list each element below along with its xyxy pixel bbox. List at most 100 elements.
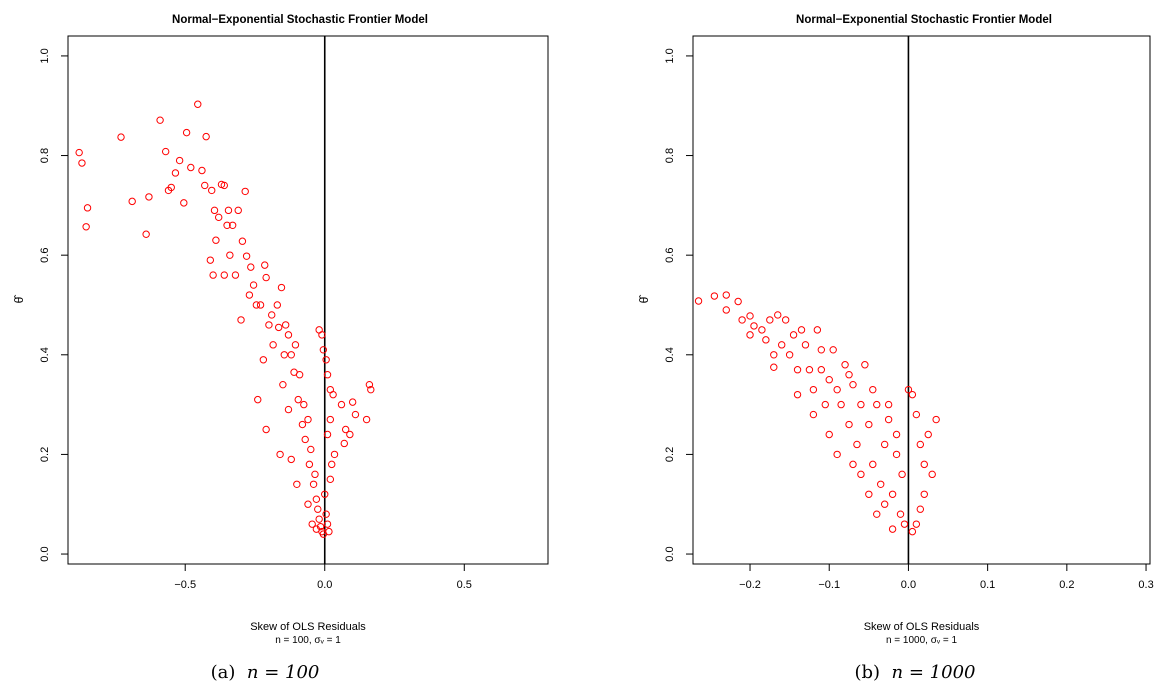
- data-point: [825, 375, 833, 384]
- data-point: [231, 271, 240, 279]
- data-point: [750, 322, 758, 330]
- data-point: [845, 371, 853, 379]
- data-point: [321, 490, 329, 498]
- data-point: [738, 316, 746, 324]
- y-tick-label: 0.0: [39, 546, 51, 561]
- data-point: [817, 346, 826, 354]
- data-point: [209, 271, 217, 279]
- data-point: [365, 380, 374, 389]
- data-point: [793, 366, 802, 374]
- y-tick-label: 0.2: [39, 447, 51, 462]
- data-point: [276, 450, 284, 459]
- data-point: [280, 351, 288, 359]
- data-point: [722, 291, 730, 299]
- data-point: [202, 132, 210, 141]
- data-point: [242, 252, 251, 260]
- data-point: [156, 116, 164, 124]
- data-point: [770, 351, 778, 359]
- data-point: [294, 395, 302, 404]
- data-point: [908, 527, 917, 536]
- data-point: [869, 385, 877, 394]
- data-point: [182, 128, 191, 137]
- data-point: [928, 470, 936, 479]
- data-point: [223, 221, 231, 229]
- x-tick-label: 0.2: [1059, 579, 1074, 591]
- data-point: [833, 450, 841, 459]
- data-point: [145, 193, 153, 201]
- data-point: [329, 390, 337, 399]
- data-point: [853, 440, 861, 449]
- data-point: [247, 263, 255, 271]
- data-point: [809, 385, 818, 394]
- chart-title: Normal−Exponential Stochastic Frontier M…: [172, 14, 428, 26]
- data-point: [362, 415, 371, 424]
- data-point: [367, 385, 375, 394]
- data-point: [201, 181, 209, 190]
- data-point: [801, 341, 810, 349]
- data-point: [254, 395, 262, 404]
- data-point: [912, 410, 921, 419]
- data-point: [220, 271, 228, 279]
- data-point: [326, 475, 335, 484]
- data-point: [281, 321, 290, 329]
- data-point: [322, 356, 330, 364]
- data-point: [785, 351, 794, 359]
- data-point: [896, 510, 905, 518]
- data-point: [326, 415, 335, 424]
- data-point: [304, 415, 312, 424]
- data-point: [797, 326, 806, 334]
- x-tick-label: 0.1: [980, 579, 995, 591]
- data-point: [888, 525, 897, 533]
- y-tick-label: 0.6: [39, 248, 51, 263]
- data-point: [161, 147, 170, 156]
- data-point: [328, 460, 336, 469]
- data-point: [857, 470, 865, 479]
- data-point: [220, 181, 228, 190]
- data-point: [817, 366, 826, 374]
- data-point: [857, 400, 865, 409]
- data-point: [117, 133, 125, 141]
- data-point: [212, 236, 220, 244]
- data-point: [241, 187, 249, 196]
- data-point: [277, 283, 286, 292]
- data-point: [861, 361, 869, 369]
- data-point: [234, 206, 242, 215]
- data-point: [245, 291, 254, 299]
- data-point: [265, 321, 273, 329]
- data-point: [892, 450, 901, 459]
- data-point: [287, 455, 295, 464]
- data-point: [888, 490, 897, 498]
- data-point: [805, 366, 814, 374]
- caption-b-prefix: (b): [854, 662, 881, 683]
- y-tick-label: 0.4: [39, 347, 51, 362]
- data-point: [323, 430, 332, 439]
- data-point: [877, 480, 885, 489]
- data-point: [340, 439, 348, 448]
- data-point: [884, 400, 893, 409]
- x-axis-sublabel: n = 100, σᵥ = 1: [275, 635, 341, 646]
- data-point: [300, 400, 308, 409]
- data-point: [778, 341, 786, 349]
- data-point: [187, 163, 195, 172]
- data-point: [295, 371, 304, 379]
- data-point: [206, 256, 215, 264]
- data-point: [341, 425, 350, 434]
- data-point: [900, 520, 909, 528]
- x-axis-label: Skew of OLS Residuals: [864, 621, 980, 633]
- data-point: [291, 341, 300, 349]
- data-point: [762, 336, 770, 344]
- data-point: [323, 371, 332, 379]
- x-axis-sublabel: n = 1000, σᵥ = 1: [886, 635, 958, 646]
- data-point: [274, 323, 283, 332]
- data-point: [252, 301, 261, 309]
- data-point: [892, 430, 901, 439]
- data-point: [82, 223, 90, 231]
- data-point: [710, 292, 719, 300]
- data-point: [774, 311, 782, 319]
- data-point: [829, 346, 837, 354]
- data-point: [273, 301, 282, 309]
- data-point: [920, 460, 928, 469]
- plot-frame: [692, 35, 1151, 565]
- data-point: [312, 495, 321, 503]
